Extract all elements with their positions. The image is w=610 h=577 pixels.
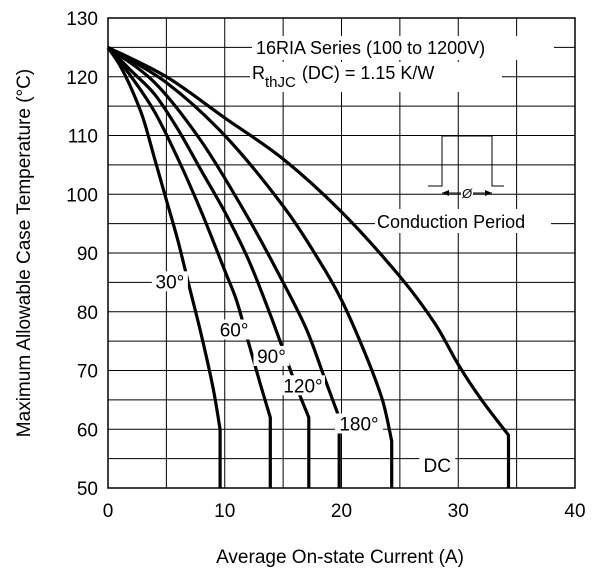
series-label-bg xyxy=(280,375,325,396)
rth-annotation-bg xyxy=(250,62,502,92)
plot-frame xyxy=(107,17,576,489)
conduction-inset: Ø Conduction Period xyxy=(375,135,551,233)
y-tick-label: 60 xyxy=(77,420,98,441)
y-tick-label: 100 xyxy=(66,185,98,206)
y-tick-label: 50 xyxy=(77,479,98,500)
y-tick-label: 80 xyxy=(77,303,98,324)
curve-dc xyxy=(107,45,511,488)
phi-bg xyxy=(461,185,473,199)
x-tick-label: 10 xyxy=(214,501,235,522)
series-label: 180° xyxy=(339,414,378,435)
series-label-bg xyxy=(419,455,456,476)
y-tick-label: 110 xyxy=(68,127,98,148)
rth-suffix: (DC) = 1.15 K/W xyxy=(302,63,435,83)
curve-60deg xyxy=(106,46,272,488)
x-tick-label: 30 xyxy=(448,501,469,522)
conduction-label-bg xyxy=(375,209,551,233)
series-title-text: 16RIA Series (100 to 1200V) xyxy=(256,38,485,58)
y-tick-label: 70 xyxy=(77,362,98,383)
series-annotation-bg xyxy=(252,36,554,60)
curves: 30° 60° 90° 120° 180° DC xyxy=(106,45,511,488)
curve-30deg xyxy=(106,46,222,488)
curve-90deg xyxy=(106,46,311,488)
conduction-waveform xyxy=(428,135,504,187)
phi-symbol: Ø xyxy=(461,186,473,201)
series-label-bg xyxy=(216,319,253,340)
y-tick-label: 120 xyxy=(66,68,98,89)
conduction-label: Conduction Period xyxy=(377,212,525,232)
y-tick-label: 90 xyxy=(77,244,98,265)
curve-120deg xyxy=(107,46,341,488)
rth-subscript: thJC xyxy=(265,74,296,91)
arrow-right-icon xyxy=(485,190,492,196)
x-tick-label: 40 xyxy=(564,501,585,522)
series-label-bg xyxy=(253,345,290,366)
series-label-bg xyxy=(335,413,384,434)
series-label: DC xyxy=(424,456,451,477)
tick-labels: 0 10 20 30 40 50 60 70 80 90 100 110 120 130 xyxy=(66,9,585,522)
series-label: 30° xyxy=(156,272,185,293)
x-tick-label: 20 xyxy=(331,501,352,522)
series-annotation: 16RIA Series (100 to 1200V) xyxy=(252,36,554,60)
rth-prefix: R xyxy=(252,63,265,83)
series-label: 120° xyxy=(283,376,322,397)
series-label: 60° xyxy=(220,320,249,341)
y-tick-label: 130 xyxy=(66,9,98,30)
series-label-bg xyxy=(151,271,188,292)
x-axis-title: Average On-state Current (A) xyxy=(216,547,464,568)
curve-180deg xyxy=(107,46,394,488)
y-axis-title: Maximum Allowable Case Temperature (°C) xyxy=(14,69,35,437)
series-label: 90° xyxy=(257,347,286,368)
x-tick-label: 0 xyxy=(103,501,114,522)
rth-annotation: RthJC (DC) = 1.15 K/W xyxy=(250,62,502,92)
svg-text:RthJC(DC) = 1.15 K/W: RthJC (DC) = 1.15 K/W xyxy=(252,63,434,91)
arrow-left-icon xyxy=(442,190,449,196)
